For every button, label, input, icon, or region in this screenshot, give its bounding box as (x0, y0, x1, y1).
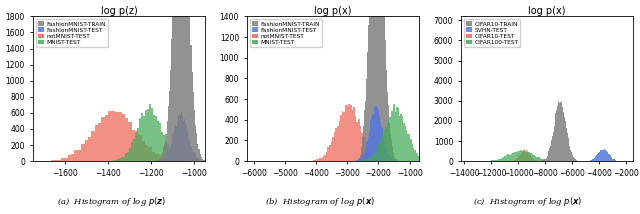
Polygon shape (353, 106, 398, 161)
Polygon shape (353, 0, 404, 161)
Polygon shape (479, 150, 567, 161)
Text: (a)  Histogram of log $p(\boldsymbol{z})$: (a) Histogram of log $p(\boldsymbol{z})$ (58, 195, 166, 208)
Polygon shape (104, 104, 202, 161)
Text: (b)  Histogram of log $p(\boldsymbol{x})$: (b) Histogram of log $p(\boldsymbol{x})$ (265, 195, 375, 208)
Legend: FashionMNIST-TRAIN, FashionMNIST-TEST, notMNIST-TEST, MNIST-TEST: FashionMNIST-TRAIN, FashionMNIST-TEST, n… (36, 19, 108, 47)
Title: log p(z): log p(z) (100, 6, 138, 16)
Polygon shape (581, 149, 627, 161)
Title: log p(x): log p(x) (314, 6, 352, 16)
Text: (c)  Histogram of log $p(\boldsymbol{x})$: (c) Histogram of log $p(\boldsymbol{x})$ (474, 195, 582, 208)
Polygon shape (305, 104, 394, 161)
Legend: FashionMNIST-TRAIN, FashionMNIST-TEST, notMNIST-TEST, MNIST-TEST: FashionMNIST-TRAIN, FashionMNIST-TEST, n… (250, 19, 322, 47)
Legend: CIFAR10-TRAIN, SVHN-TEST, CIFAR10-TEST, CIFAR100-TEST: CIFAR10-TRAIN, SVHN-TEST, CIFAR10-TEST, … (465, 19, 520, 47)
Polygon shape (534, 101, 582, 161)
Polygon shape (155, 111, 207, 161)
Title: log p(x): log p(x) (529, 6, 566, 16)
Polygon shape (504, 149, 541, 161)
Polygon shape (357, 104, 434, 161)
Polygon shape (31, 111, 199, 161)
Polygon shape (150, 0, 207, 161)
